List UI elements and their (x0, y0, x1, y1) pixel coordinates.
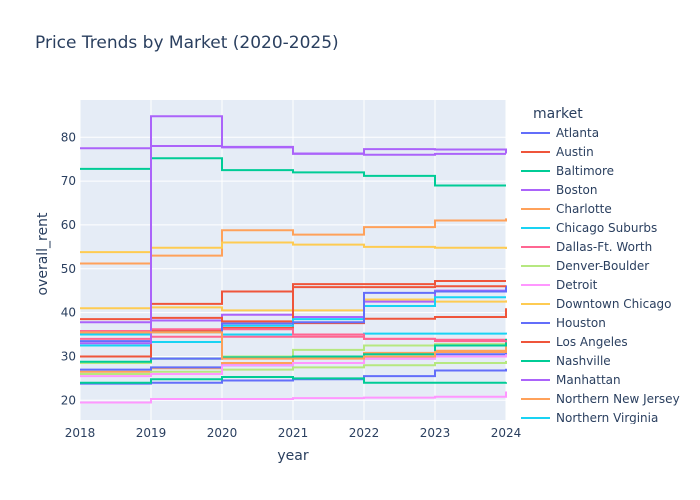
legend-item[interactable]: Manhattan (521, 373, 621, 387)
series-line (80, 376, 507, 384)
x-tick-label: 2018 (65, 426, 96, 440)
legend-label: Los Angeles (556, 335, 628, 349)
series-lines (80, 115, 507, 404)
y-axis-ticks: 20 30 40 50 60 70 80 (61, 130, 76, 407)
legend-label: Nashville (556, 354, 611, 368)
legend-item[interactable]: Charlotte (521, 202, 612, 216)
series-line (80, 331, 507, 360)
legend-item[interactable]: Downtown Chicago (521, 297, 672, 311)
x-tick-label: 2023 (420, 426, 451, 440)
x-tick-label: 2020 (207, 426, 238, 440)
y-tick-label: 60 (61, 218, 76, 232)
legend-item[interactable]: Denver-Boulder (521, 259, 649, 273)
legend[interactable]: Atlanta Austin Baltimore Boston Charlotte Chi… (521, 126, 680, 425)
legend-label: Dallas-Ft. Worth (556, 240, 652, 254)
legend-label: Houston (556, 316, 606, 330)
legend-item[interactable]: Baltimore (521, 164, 614, 178)
legend-label: Downtown Chicago (556, 297, 672, 311)
legend-label: Northern Virginia (556, 411, 658, 425)
x-axis-title: year (277, 448, 308, 464)
legend-item[interactable]: Dallas-Ft. Worth (521, 240, 652, 254)
series-line (80, 360, 507, 375)
y-tick-label: 70 (61, 174, 76, 188)
legend-item[interactable]: Northern New Jersey (521, 392, 680, 406)
y-tick-label: 40 (61, 306, 76, 320)
series-line (80, 115, 506, 345)
legend-label: Chicago Suburbs (556, 221, 657, 235)
x-tick-label: 2024 (491, 426, 522, 440)
legend-label: Austin (556, 145, 594, 159)
x-axis-ticks: 2018 2019 2020 2021 2022 2023 2024 (65, 426, 522, 440)
legend-item[interactable]: Austin (521, 145, 594, 159)
y-axis-title: overall_rent (35, 212, 51, 296)
x-tick-label: 2022 (349, 426, 380, 440)
legend-label: Detroit (556, 278, 598, 292)
y-tick-label: 80 (61, 130, 76, 144)
legend-label: Northern New Jersey (556, 392, 680, 406)
series-line (80, 391, 507, 404)
legend-item[interactable]: Chicago Suburbs (521, 221, 657, 235)
legend-label: Boston (556, 183, 597, 197)
legend-item[interactable]: Atlanta (521, 126, 599, 140)
legend-label: Denver-Boulder (556, 259, 649, 273)
y-tick-label: 50 (61, 262, 76, 276)
series-line (80, 285, 507, 360)
legend-item[interactable]: Los Angeles (521, 335, 628, 349)
legend-label: Manhattan (556, 373, 621, 387)
legend-item[interactable]: Boston (521, 183, 597, 197)
legend-item[interactable]: Detroit (521, 278, 598, 292)
y-tick-label: 30 (61, 349, 76, 363)
legend-label: Atlanta (556, 126, 599, 140)
legend-item[interactable]: Northern Virginia (521, 411, 658, 425)
legend-item[interactable]: Nashville (521, 354, 611, 368)
x-tick-label: 2021 (278, 426, 309, 440)
legend-title: market (533, 106, 583, 122)
legend-label: Charlotte (556, 202, 612, 216)
legend-item[interactable]: Houston (521, 316, 606, 330)
chart-title: Price Trends by Market (2020-2025) (35, 33, 339, 53)
y-tick-label: 20 (61, 393, 76, 407)
legend-label: Baltimore (556, 164, 614, 178)
x-tick-label: 2019 (136, 426, 167, 440)
